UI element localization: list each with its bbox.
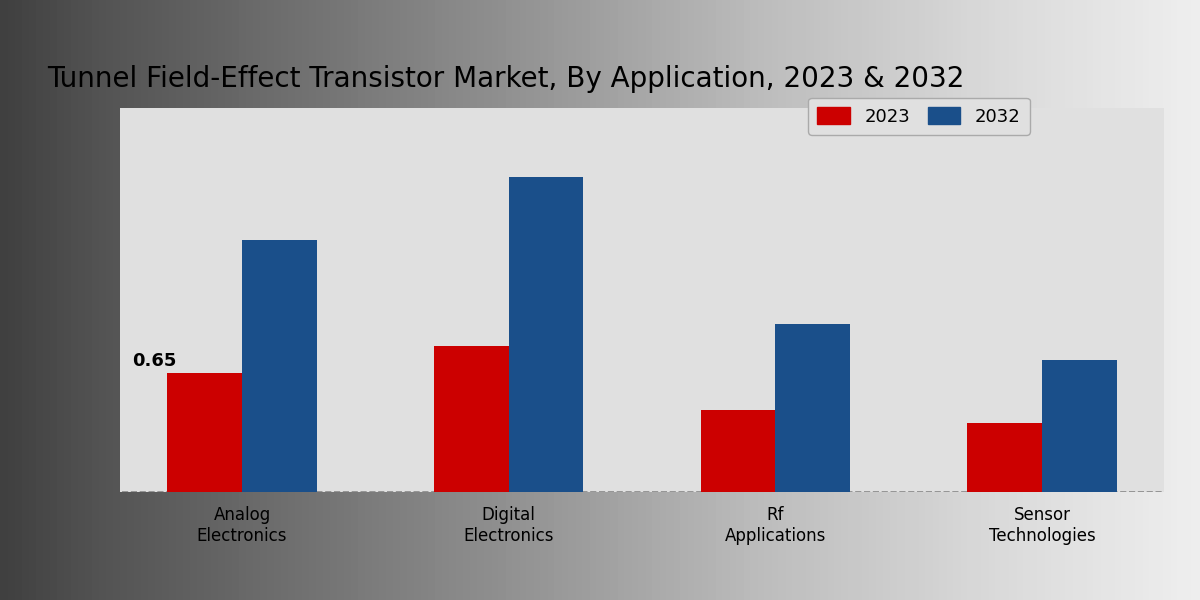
Bar <box>509 178 583 492</box>
Bar <box>242 239 317 492</box>
Bar <box>168 373 242 492</box>
Bar <box>967 422 1042 492</box>
Legend: 2023, 2032: 2023, 2032 <box>808 98 1030 134</box>
Text: 0.65: 0.65 <box>132 352 176 370</box>
Bar <box>434 346 509 492</box>
Text: Tunnel Field-Effect Transistor Market, By Application, 2023 & 2032: Tunnel Field-Effect Transistor Market, B… <box>47 65 965 93</box>
Bar <box>775 324 850 492</box>
Bar <box>701 410 775 492</box>
Bar <box>1042 361 1116 492</box>
